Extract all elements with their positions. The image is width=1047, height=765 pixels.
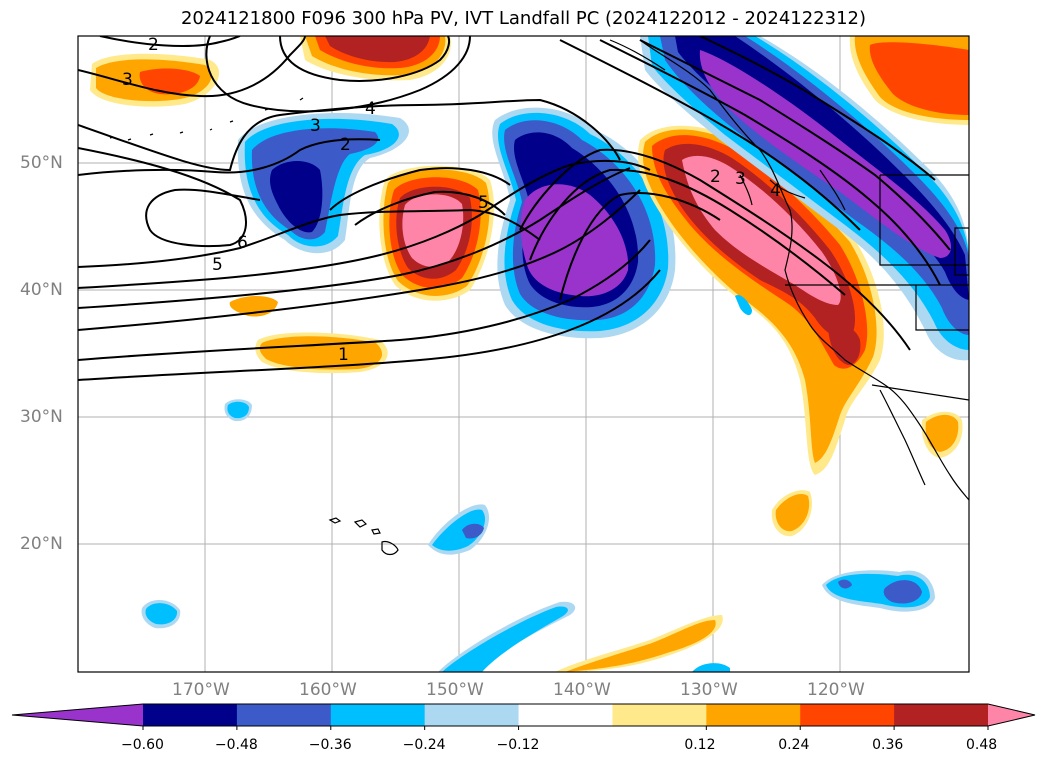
lat-label: 40°N bbox=[20, 280, 63, 300]
ivt-positive-region bbox=[300, 36, 451, 81]
lon-label: 140°W bbox=[553, 680, 611, 700]
ivt-positive-region bbox=[849, 36, 969, 125]
colorbar-swatch bbox=[236, 704, 332, 726]
pv-label: 3 bbox=[122, 70, 133, 90]
colorbar-tick-label: 0.36 bbox=[872, 737, 904, 753]
colorbar-swatch bbox=[143, 704, 238, 726]
pv-label: 3 bbox=[310, 116, 321, 136]
ivt-negative-region bbox=[141, 294, 935, 672]
lat-label: 30°N bbox=[20, 407, 63, 427]
colorbar-tick-label: −0.12 bbox=[496, 737, 540, 753]
hawaii-islands bbox=[109, 97, 399, 556]
coastlines bbox=[609, 39, 969, 501]
map-title: 2024121800 F096 300 hPa PV, IVT Landfall… bbox=[180, 8, 867, 29]
pv-label: 2 bbox=[340, 135, 351, 155]
pv-label: 4 bbox=[770, 181, 781, 201]
pv-contour-labels: 2 3 4 3 2 5 6 5 1 2 3 4 bbox=[122, 35, 781, 365]
colorbar-swatch bbox=[612, 704, 707, 726]
colorbar-swatch bbox=[518, 704, 613, 726]
colorbar-swatch bbox=[706, 704, 801, 726]
pv-label: 5 bbox=[478, 193, 489, 213]
pv-label: 5 bbox=[212, 255, 223, 275]
pv-contours bbox=[78, 36, 951, 381]
ivt-positive-region bbox=[90, 53, 220, 107]
pv-label: 2 bbox=[148, 35, 159, 55]
lat-label: 50°N bbox=[20, 153, 63, 173]
lon-label: 170°W bbox=[172, 680, 230, 700]
colorbar-tick-label: 0.24 bbox=[778, 737, 810, 753]
colorbar-swatch bbox=[800, 704, 895, 726]
pv-label: 6 bbox=[237, 233, 248, 253]
pv-label: 1 bbox=[338, 345, 349, 365]
pv-label: 3 bbox=[735, 169, 746, 189]
colorbar-extend-max bbox=[988, 704, 1035, 726]
lon-label: 150°W bbox=[426, 680, 484, 700]
pv-label: 2 bbox=[710, 167, 721, 187]
pv-label: 4 bbox=[365, 99, 376, 119]
ivt-positive-region bbox=[637, 125, 884, 475]
colorbar-swatch bbox=[894, 704, 989, 726]
colorbar-tick-label: −0.60 bbox=[121, 737, 164, 753]
map-plot-area: 2 3 4 3 2 5 6 5 1 2 3 4 bbox=[78, 35, 969, 672]
lon-label: 160°W bbox=[299, 680, 357, 700]
ivt-negative-region bbox=[237, 113, 409, 254]
lon-label: 130°W bbox=[680, 680, 738, 700]
colorbar-tick-label: −0.48 bbox=[214, 737, 258, 753]
lat-label: 20°N bbox=[20, 534, 63, 554]
map-frame bbox=[77, 35, 970, 673]
colorbar-tick-label: 0.12 bbox=[684, 737, 716, 753]
colorbar-swatch bbox=[424, 704, 520, 726]
colorbar-tick-label: 0.48 bbox=[966, 737, 998, 753]
colorbar-tick-label: −0.24 bbox=[402, 737, 446, 753]
colorbar bbox=[11, 703, 1036, 730]
colorbar-extend-min bbox=[12, 704, 143, 726]
colorbar-swatch bbox=[330, 704, 426, 726]
lon-label: 120°W bbox=[807, 680, 865, 700]
colorbar-tick-label: −0.36 bbox=[308, 737, 352, 753]
